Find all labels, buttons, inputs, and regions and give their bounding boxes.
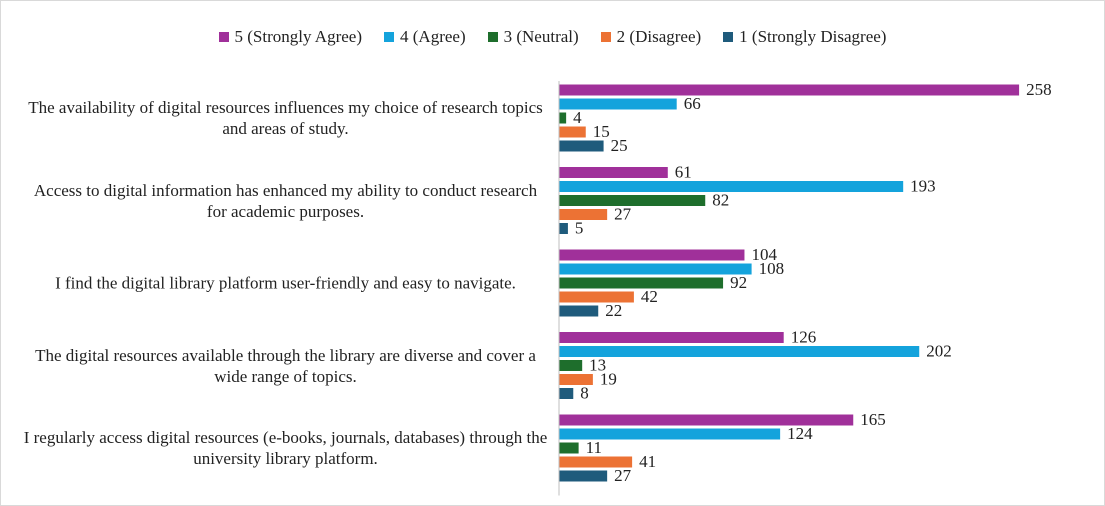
bar [559,428,781,440]
bar [559,332,784,343]
category-label: The digital resources available through … [35,345,536,386]
value-label: 92 [730,273,747,292]
value-label: 61 [675,162,692,181]
legend-swatch [218,32,229,42]
bar [559,414,854,426]
value-label: 165 [860,410,886,429]
legend-swatch [723,32,734,42]
value-label: 27 [614,466,632,485]
legend-swatch [384,32,394,42]
bar [559,360,583,371]
bar [559,112,567,124]
bar [559,291,634,303]
bar [559,209,608,220]
category-label: I regularly access digital resources (e-… [23,428,548,468]
value-label: 25 [611,136,628,155]
bar [559,374,593,385]
bar [559,249,745,261]
bar [559,195,706,206]
legend-label: 4 (Agree) [400,27,466,46]
bar [559,277,724,289]
legend-item: 4 (Agree) [384,27,466,47]
value-label: 42 [641,287,658,306]
value-label: 27 [614,204,632,223]
legend-swatch [487,32,498,42]
category-label: The availability of digital resources in… [28,98,543,138]
legend-item: 5 (Strongly Agree) [218,27,362,47]
bar [559,140,604,152]
value-label: 41 [639,452,656,471]
value-label: 82 [712,190,729,209]
bar [559,181,904,192]
bar [559,167,668,178]
value-label: 258 [1026,80,1052,99]
bar [559,456,633,468]
value-label: 11 [586,438,602,457]
bar [559,126,586,138]
legend-label: 1 (Strongly Disagree) [739,27,887,46]
legend-item: 3 (Neutral) [487,27,579,47]
value-label: 104 [751,245,777,264]
bar [559,223,568,234]
bar [559,346,920,357]
value-label: 66 [684,94,701,113]
legend-swatch [600,32,611,42]
legend-label: 2 (Disagree) [616,27,702,46]
value-label: 15 [593,122,610,141]
bar [559,470,608,482]
bar [559,98,677,110]
value-label: 193 [910,176,936,195]
value-label: 202 [926,341,952,360]
bar [559,263,752,275]
legend-item: 1 (Strongly Disagree) [723,27,886,47]
value-label: 8 [580,383,589,402]
value-label: 108 [759,259,785,278]
category-label: Access to digital information has enhanc… [33,180,538,221]
value-label: 126 [791,327,817,346]
category-label: I find the digital library platform user… [55,273,516,293]
value-label: 124 [787,424,813,443]
value-label: 13 [589,355,606,374]
bar [559,84,1020,96]
value-label: 5 [575,218,584,237]
value-label: 4 [573,108,582,127]
legend: 5 (Strongly Agree) 4 (Agree) 3 (Neutral) 2 … [1,27,1104,47]
legend-label: 5 (Strongly Agree) [234,27,362,46]
bar [559,388,574,399]
value-label: 22 [605,301,622,320]
legend-item: 2 (Disagree) [600,27,702,47]
bar [559,305,599,317]
bar [559,442,579,454]
value-label: 19 [600,369,617,388]
legend-label: 3 (Neutral) [503,27,579,46]
